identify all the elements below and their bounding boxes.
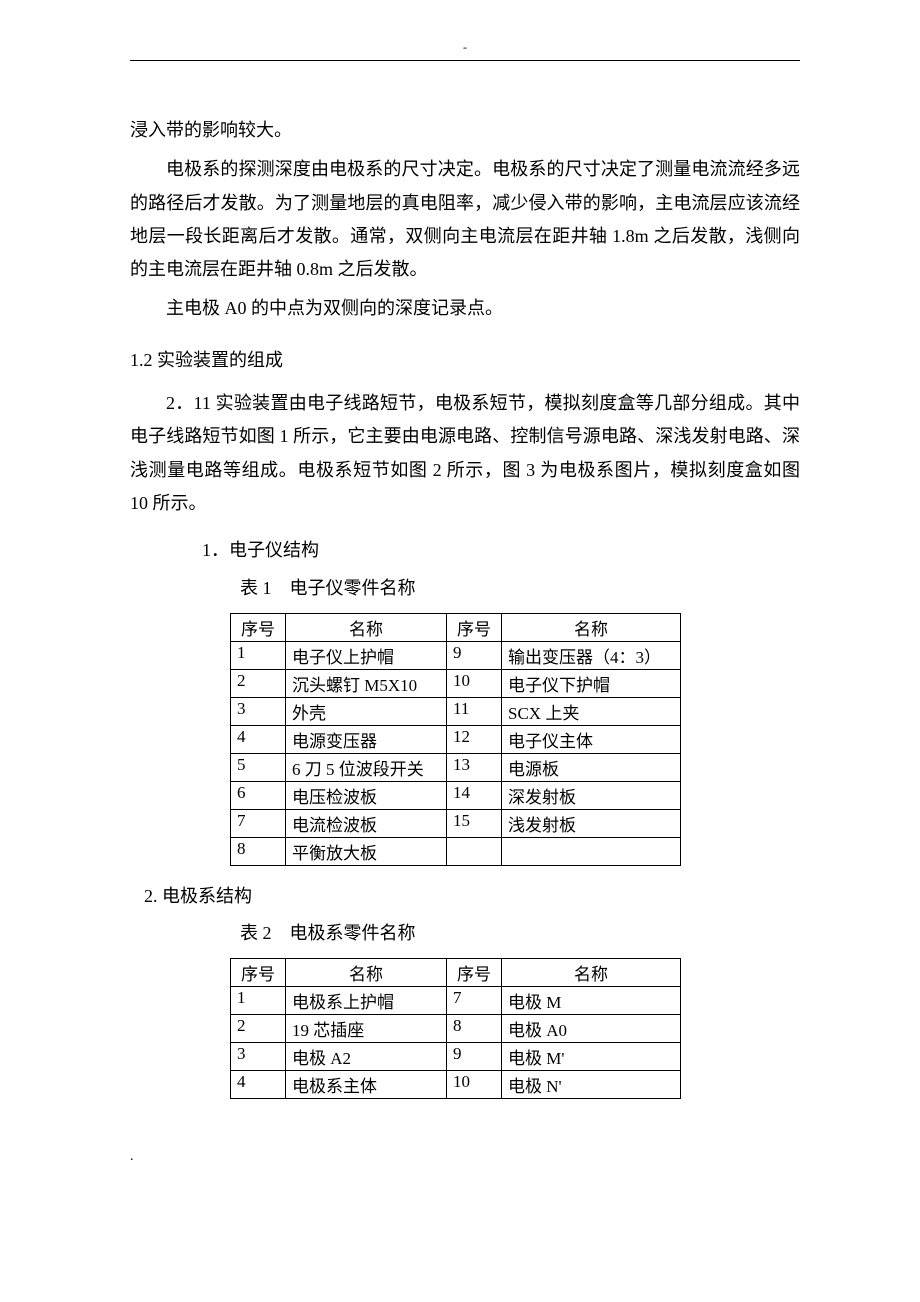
subheading-electronic: 1．电子仪结构: [202, 534, 800, 567]
cell-seq: 10: [447, 1071, 502, 1099]
cell-name: 电源板: [502, 753, 681, 781]
th-name1: 名称: [286, 613, 447, 641]
table-row: 8 平衡放大板: [231, 837, 681, 865]
cell-seq: 6: [231, 781, 286, 809]
cell-seq: [447, 837, 502, 865]
cell-seq: 8: [447, 1015, 502, 1043]
cell-seq: 2: [231, 669, 286, 697]
cell-seq: 5: [231, 753, 286, 781]
th-seq2: 序号: [447, 613, 502, 641]
table-row: 6 电压检波板 14 深发射板: [231, 781, 681, 809]
cell-seq: 4: [231, 1071, 286, 1099]
table2-caption: 表 2 电极系零件名称: [240, 917, 800, 950]
header-dash: -: [463, 40, 467, 55]
cell-name: 电极系上护帽: [286, 987, 447, 1015]
paragraph-depth: 电极系的探测深度由电极系的尺寸决定。电极系的尺寸决定了测量电流流经多远的路径后才…: [130, 153, 800, 286]
table-electrode-parts: 序号 名称 序号 名称 1 电极系上护帽 7 电极 M 2 19 芯插座 8 电…: [230, 958, 681, 1099]
table-row: 1 电子仪上护帽 9 输出变压器（4：3）: [231, 641, 681, 669]
cell-seq: 12: [447, 725, 502, 753]
table-electronic-parts: 序号 名称 序号 名称 1 电子仪上护帽 9 输出变压器（4：3） 2 沉头螺钉…: [230, 613, 681, 866]
subheading-electrode: 2. 电极系结构: [144, 880, 800, 913]
cell-name: 电压检波板: [286, 781, 447, 809]
table-row: 2 19 芯插座 8 电极 A0: [231, 1015, 681, 1043]
th-seq2: 序号: [447, 959, 502, 987]
cell-seq: 2: [231, 1015, 286, 1043]
th-seq1: 序号: [231, 613, 286, 641]
table-row: 序号 名称 序号 名称: [231, 959, 681, 987]
cell-name: 19 芯插座: [286, 1015, 447, 1043]
header-rule-area: -: [130, 60, 800, 84]
cell-seq: 3: [231, 697, 286, 725]
table-row: 3 外壳 11 SCX 上夹: [231, 697, 681, 725]
cell-name: 6 刀 5 位波段开关: [286, 753, 447, 781]
page-content: - 浸入带的影响较大。 电极系的探测深度由电极系的尺寸决定。电极系的尺寸决定了测…: [0, 0, 920, 1225]
cell-name: 电子仪主体: [502, 725, 681, 753]
cell-name: 电子仪下护帽: [502, 669, 681, 697]
table-row: 1 电极系上护帽 7 电极 M: [231, 987, 681, 1015]
cell-name: 电极 N': [502, 1071, 681, 1099]
cell-seq: 9: [447, 641, 502, 669]
cell-seq: 10: [447, 669, 502, 697]
paragraph-continuation: 浸入带的影响较大。: [130, 114, 800, 147]
th-seq1: 序号: [231, 959, 286, 987]
cell-seq: 7: [447, 987, 502, 1015]
cell-name: 电极 M: [502, 987, 681, 1015]
header-rule: [130, 60, 800, 61]
cell-seq: 13: [447, 753, 502, 781]
cell-seq: 1: [231, 987, 286, 1015]
cell-seq: 15: [447, 809, 502, 837]
cell-seq: 1: [231, 641, 286, 669]
cell-name: 电流检波板: [286, 809, 447, 837]
cell-name: SCX 上夹: [502, 697, 681, 725]
cell-name: [502, 837, 681, 865]
cell-name: 沉头螺钉 M5X10: [286, 669, 447, 697]
th-name2: 名称: [502, 959, 681, 987]
cell-seq: 4: [231, 725, 286, 753]
table-row: 7 电流检波板 15 浅发射板: [231, 809, 681, 837]
cell-name: 深发射板: [502, 781, 681, 809]
table-row: 3 电极 A2 9 电极 M': [231, 1043, 681, 1071]
cell-seq: 11: [447, 697, 502, 725]
cell-name: 浅发射板: [502, 809, 681, 837]
cell-name: 电源变压器: [286, 725, 447, 753]
cell-name: 电极系主体: [286, 1071, 447, 1099]
cell-seq: 8: [231, 837, 286, 865]
footer-dot: .: [130, 1149, 800, 1165]
table-row: 5 6 刀 5 位波段开关 13 电源板: [231, 753, 681, 781]
th-name2: 名称: [502, 613, 681, 641]
th-name1: 名称: [286, 959, 447, 987]
table-row: 4 电极系主体 10 电极 N': [231, 1071, 681, 1099]
paragraph-setup: 2．11 实验装置由电子线路短节，电极系短节，模拟刻度盒等几部分组成。其中电子线…: [130, 387, 800, 520]
cell-name: 输出变压器（4：3）: [502, 641, 681, 669]
table1-caption: 表 1 电子仪零件名称: [240, 572, 800, 605]
cell-name: 电极 A2: [286, 1043, 447, 1071]
cell-seq: 3: [231, 1043, 286, 1071]
cell-name: 电极 A0: [502, 1015, 681, 1043]
section-heading-1-2: 1.2 实验装置的组成: [130, 344, 800, 377]
cell-seq: 7: [231, 809, 286, 837]
cell-name: 平衡放大板: [286, 837, 447, 865]
cell-name: 外壳: [286, 697, 447, 725]
paragraph-a0: 主电极 A0 的中点为双侧向的深度记录点。: [130, 292, 800, 325]
table-row: 4 电源变压器 12 电子仪主体: [231, 725, 681, 753]
table-row: 序号 名称 序号 名称: [231, 613, 681, 641]
cell-seq: 14: [447, 781, 502, 809]
cell-name: 电极 M': [502, 1043, 681, 1071]
cell-name: 电子仪上护帽: [286, 641, 447, 669]
table-row: 2 沉头螺钉 M5X10 10 电子仪下护帽: [231, 669, 681, 697]
cell-seq: 9: [447, 1043, 502, 1071]
